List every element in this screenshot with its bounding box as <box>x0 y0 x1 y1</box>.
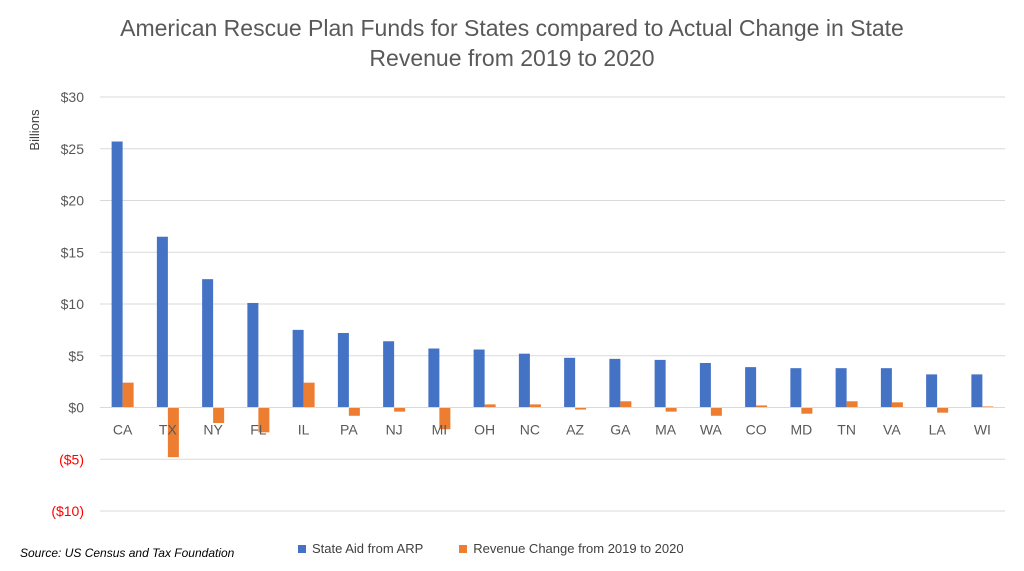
y-tick-label: $30 <box>61 89 85 105</box>
legend-swatch-revenue-change <box>459 544 468 553</box>
bar-revenue-change-il <box>303 382 315 408</box>
bar-state-aid-pa <box>337 332 349 408</box>
bar-state-aid-tx <box>156 236 168 408</box>
bar-state-aid-tn <box>835 368 847 408</box>
legend-label-revenue-change: Revenue Change from 2019 to 2020 <box>473 541 684 556</box>
bar-revenue-change-fl <box>258 407 270 433</box>
bar-revenue-change-la <box>937 407 949 413</box>
x-tick-label-wa: WA <box>700 422 723 438</box>
y-tick-label: $10 <box>61 296 85 312</box>
x-tick-label-il: IL <box>298 422 310 438</box>
bar-revenue-change-oh <box>484 404 496 408</box>
legend-label-state-aid: State Aid from ARP <box>312 541 424 556</box>
bar-revenue-change-nj <box>394 407 406 412</box>
bar-state-aid-nc <box>518 353 530 408</box>
bar-state-aid-mi <box>428 348 440 408</box>
bar-revenue-change-md <box>801 407 813 414</box>
bar-revenue-change-tx <box>167 407 179 458</box>
chart-title-line-1: American Rescue Plan Funds for States co… <box>120 15 904 41</box>
bar-state-aid-az <box>564 357 576 408</box>
x-tick-label-wi: WI <box>974 422 991 438</box>
bar-state-aid-oh <box>473 349 485 408</box>
x-tick-label-oh: OH <box>474 422 495 438</box>
bar-state-aid-ca <box>111 141 123 408</box>
bar-state-aid-va <box>880 368 892 408</box>
bar-state-aid-wi <box>971 374 983 408</box>
bar-state-aid-ma <box>654 359 666 408</box>
bar-revenue-change-mi <box>439 407 451 430</box>
bar-state-aid-fl <box>247 302 259 408</box>
y-tick-label: ($10) <box>51 503 84 519</box>
bar-revenue-change-wi <box>982 406 994 408</box>
y-tick-label: $0 <box>68 400 84 416</box>
x-tick-label-az: AZ <box>566 422 584 438</box>
bar-revenue-change-va <box>891 402 903 408</box>
bar-state-aid-ga <box>609 358 621 408</box>
x-tick-label-pa: PA <box>340 422 358 438</box>
bar-revenue-change-co <box>756 405 768 408</box>
bar-revenue-change-wa <box>710 407 722 416</box>
x-tick-label-ca: CA <box>113 422 133 438</box>
legend-item-state-aid: State Aid from ARP <box>298 541 423 556</box>
bar-revenue-change-ma <box>665 407 677 412</box>
bar-revenue-change-ga <box>620 401 632 408</box>
legend-item-revenue-change: Revenue Change from 2019 to 2020 <box>459 541 684 556</box>
x-tick-label-nc: NC <box>520 422 540 438</box>
bar-revenue-change-az <box>575 407 587 410</box>
x-tick-label-ma: MA <box>655 422 677 438</box>
x-tick-label-mi: MI <box>432 422 448 438</box>
bar-revenue-change-ny <box>213 407 225 424</box>
bar-state-aid-ny <box>202 279 214 408</box>
bar-state-aid-la <box>926 374 938 408</box>
chart-title-line-2: Revenue from 2019 to 2020 <box>369 45 655 71</box>
x-tick-label-nj: NJ <box>386 422 403 438</box>
source-note: Source: US Census and Tax Foundation <box>20 546 235 560</box>
y-tick-label: $20 <box>61 193 85 209</box>
y-tick-label: $5 <box>68 348 84 364</box>
bar-revenue-change-nc <box>529 404 541 408</box>
x-tick-label-ga: GA <box>610 422 631 438</box>
bar-state-aid-nj <box>383 341 395 408</box>
bar-revenue-change-pa <box>348 407 360 416</box>
x-tick-label-md: MD <box>790 422 812 438</box>
y-tick-label: $15 <box>61 244 85 260</box>
y-axis-label: Billions <box>27 109 42 151</box>
legend-swatch-state-aid <box>298 544 306 553</box>
bar-revenue-change-tn <box>846 401 858 408</box>
y-tick-label: ($5) <box>59 451 84 467</box>
x-tick-label-la: LA <box>929 422 947 438</box>
x-tick-label-va: VA <box>883 422 901 438</box>
bar-state-aid-il <box>292 329 304 408</box>
x-tick-label-co: CO <box>746 422 767 438</box>
y-tick-label: $25 <box>61 141 85 157</box>
x-tick-label-ny: NY <box>203 422 223 438</box>
x-tick-label-tn: TN <box>837 422 856 438</box>
x-tick-label-fl: FL <box>250 422 267 438</box>
bar-revenue-change-ca <box>122 382 134 408</box>
bar-state-aid-co <box>745 367 757 408</box>
legend: State Aid from ARP Revenue Change from 2… <box>298 541 720 556</box>
x-tick-label-tx: TX <box>159 422 178 438</box>
bar-state-aid-wa <box>699 362 711 408</box>
bar-state-aid-md <box>790 368 802 408</box>
